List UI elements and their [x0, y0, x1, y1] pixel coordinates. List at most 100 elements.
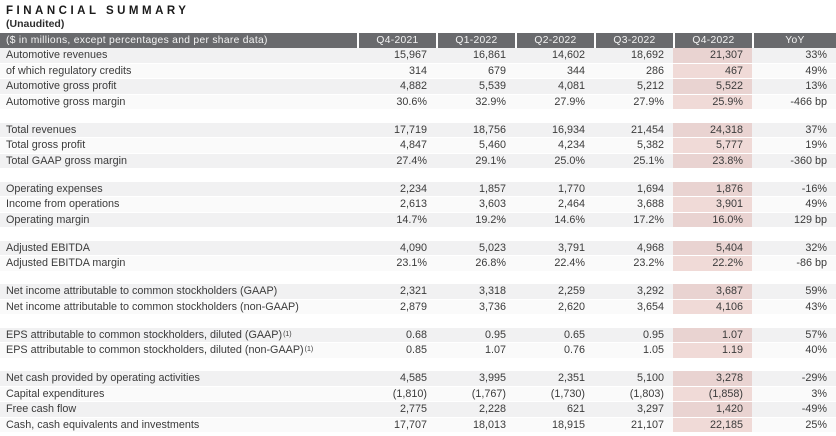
cell-value: 2,321 [399, 285, 427, 298]
cell-value: 1,876 [673, 181, 752, 196]
cell-value: 2,351 [557, 372, 585, 385]
table-row: Total GAAP gross margin 27.4% 29.1% 25.0% 25… [0, 153, 836, 169]
cell-value: 14.7% [396, 213, 427, 226]
cell-value: 0.76 [563, 344, 585, 357]
cell-value: 1,420 [673, 402, 752, 417]
group-separator [0, 228, 836, 241]
cell-yoy: 3% [811, 387, 827, 400]
cell-value: 3,278 [673, 371, 752, 386]
row-label: Cash, cash equivalents and investments [6, 418, 200, 431]
cell-value: (1,810) [392, 387, 427, 400]
table-row: EPS attributable to common stockholders,… [0, 327, 836, 343]
cell-value: 5,212 [636, 80, 664, 93]
table-row: Automotive gross profit 4,882 5,539 4,081 5,… [0, 79, 836, 95]
column-header-q3-2022: Q3-2022 [594, 33, 673, 48]
cell-value: 3,297 [636, 403, 664, 416]
row-label: Operating expenses [6, 182, 103, 195]
cell-value: 21,107 [630, 418, 664, 431]
cell-value: 0.95 [484, 328, 506, 341]
cell-value: 5,382 [636, 139, 664, 152]
cell-value: 17.2% [633, 213, 664, 226]
table-row: Total revenues 17,719 18,756 16,934 21,454 24… [0, 122, 836, 138]
row-label: Automotive revenues [6, 49, 108, 62]
cell-value: 18,756 [472, 123, 506, 136]
cell-value: 4,106 [673, 299, 752, 314]
row-label: Income from operations [6, 198, 120, 211]
table-row: EPS attributable to common stockholders,… [0, 343, 836, 359]
cell-value: 679 [487, 64, 506, 77]
cell-yoy: 59% [805, 285, 827, 298]
cell-value: 314 [408, 64, 427, 77]
cell-value: 4,090 [399, 241, 427, 254]
cell-value: (1,767) [471, 387, 506, 400]
cell-value: 16,934 [551, 123, 585, 136]
cell-yoy: -86 bp [796, 257, 827, 270]
cell-value: 17,719 [393, 123, 427, 136]
cell-value: 23.2% [633, 257, 664, 270]
cell-value: 3,687 [673, 284, 752, 299]
cell-value: (1,803) [629, 387, 664, 400]
cell-value: 1,694 [636, 182, 664, 195]
cell-value: 2,234 [399, 182, 427, 195]
cell-value: 27.9% [633, 95, 664, 108]
cell-value: 18,692 [630, 49, 664, 62]
column-header-yoy: YoY [752, 33, 836, 48]
table-row: Automotive gross margin 30.6% 32.9% 27.9% 27… [0, 94, 836, 110]
cell-value: 30.6% [396, 95, 427, 108]
cell-yoy: 40% [805, 344, 827, 357]
cell-value: 22.2% [673, 256, 752, 271]
cell-value: 3,901 [673, 197, 752, 212]
cell-value: 4,585 [399, 372, 427, 385]
column-header-q4-2022: Q4-2022 [673, 33, 752, 48]
cell-value: 621 [566, 403, 585, 416]
cell-value: 5,522 [673, 79, 752, 94]
cell-value: 1.07 [673, 327, 752, 342]
cell-value: 19.2% [475, 213, 506, 226]
cell-value: 2,259 [557, 285, 585, 298]
financial-summary-table: ($ in millions, except percentages and p… [0, 33, 836, 433]
table-row: of which regulatory credits 314 679 344 286 4… [0, 63, 836, 79]
cell-yoy: 13% [805, 80, 827, 93]
cell-value: 4,847 [399, 139, 427, 152]
cell-yoy: -466 bp [790, 95, 827, 108]
cell-value: 3,736 [478, 300, 506, 313]
table-row: Net income attributable to common stockh… [0, 284, 836, 300]
cell-value: 286 [645, 64, 664, 77]
cell-value: 3,995 [478, 372, 506, 385]
cell-yoy: -49% [801, 403, 827, 416]
row-label: Total revenues [6, 123, 77, 136]
cell-value: 2,879 [399, 300, 427, 313]
table-row: Adjusted EBITDA margin 23.1% 26.8% 22.4% 23.… [0, 256, 836, 272]
cell-yoy: -360 bp [790, 154, 827, 167]
cell-value: 1.19 [673, 343, 752, 358]
cell-yoy: 57% [805, 328, 827, 341]
cell-value: 18,013 [472, 418, 506, 431]
cell-value: 467 [673, 63, 752, 78]
cell-yoy: 33% [805, 49, 827, 62]
cell-value: 5,023 [478, 241, 506, 254]
cell-value: 22,185 [673, 417, 752, 432]
cell-value: 0.65 [563, 328, 585, 341]
cell-yoy: 43% [805, 300, 827, 313]
cell-value: 2,775 [399, 403, 427, 416]
cell-value: 24,318 [673, 122, 752, 137]
cell-value: 21,307 [673, 48, 752, 63]
cell-value: 16.0% [673, 212, 752, 227]
group-separator [0, 271, 836, 284]
group-separator [0, 315, 836, 328]
cell-value: 4,968 [636, 241, 664, 254]
cell-value: 18,915 [551, 418, 585, 431]
cell-value: 21,454 [630, 123, 664, 136]
cell-value: 2,620 [557, 300, 585, 313]
row-label: EPS attributable to common stockholders,… [6, 344, 314, 357]
cell-value: 25.9% [673, 94, 752, 109]
cell-value: 22.4% [554, 257, 585, 270]
cell-yoy: 129 bp [793, 213, 827, 226]
group-separator [0, 358, 836, 371]
cell-value: 4,882 [399, 80, 427, 93]
row-label: Free cash flow [6, 403, 77, 416]
table-header-row: ($ in millions, except percentages and p… [0, 33, 836, 48]
cell-value: 23.1% [396, 257, 427, 270]
column-header-q1-2022: Q1-2022 [436, 33, 515, 48]
